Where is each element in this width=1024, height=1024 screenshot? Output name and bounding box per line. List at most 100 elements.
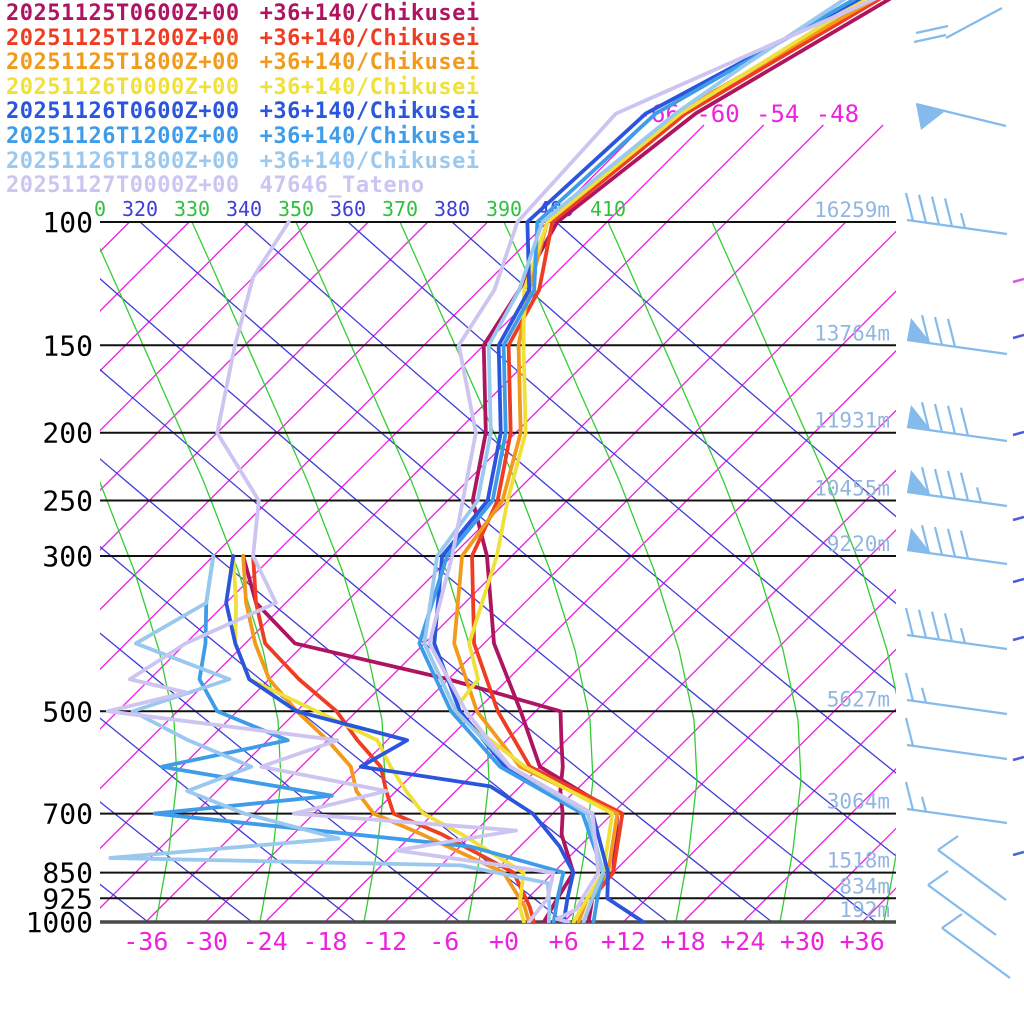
isotherm-line — [622, 648, 896, 923]
legend-entry: 20251126T0000Z+00 +36+140/Chikusei — [6, 74, 480, 101]
temperature-axis-label: +12 — [601, 927, 646, 956]
dry-adiabat-line — [100, 801, 253, 923]
temperature-axis-label: -12 — [362, 927, 407, 956]
legend-entry: 20251126T1800Z+00 +36+140/Chikusei — [6, 148, 480, 175]
sounding-curves — [105, 0, 892, 923]
theta-label: 350 — [278, 197, 314, 221]
dry-adiabat-line — [100, 368, 773, 923]
pressure-axis-label: 1000 — [26, 906, 93, 939]
isotherm-line — [742, 767, 896, 923]
isotherm-line — [100, 221, 190, 313]
wind-barb-icon — [941, 913, 1011, 979]
pressure-axis-label: 700 — [42, 798, 93, 831]
isotherm-line — [100, 124, 765, 790]
dry-adiabat-line — [451, 221, 896, 605]
legend-entry: 20251125T0600Z+00 +36+140/Chikusei — [6, 1, 480, 27]
legend-entry: 20251126T1200Z+00 +36+140/Chikusei — [6, 123, 480, 150]
temperature-axis-label: +18 — [661, 927, 706, 956]
theta-label: 340 — [226, 197, 262, 221]
clipped-barb-dash — [1012, 277, 1024, 284]
isotherm-line — [145, 221, 847, 923]
clipped-barb-dash — [1012, 850, 1024, 857]
legend-datetime: 20251125T1800Z+00 — [6, 50, 240, 76]
height-label: 192m — [839, 898, 890, 922]
wind-barb-icon — [904, 607, 1008, 651]
wind-barb-icon — [904, 781, 1008, 825]
dry-adiabat-line — [100, 277, 877, 923]
clipped-barb-dash — [1012, 333, 1024, 340]
isotherm-line — [100, 221, 309, 432]
pressure-axis-label: 850 — [42, 857, 93, 890]
wind-barb-icon — [913, 7, 1003, 44]
height-label: 1518m — [827, 849, 890, 873]
legend-datetime: 20251126T0000Z+00 — [6, 74, 240, 100]
isotherm-line — [100, 221, 369, 492]
isotherm-top-label: -54 — [756, 100, 799, 128]
wind-barb-icon — [906, 466, 1008, 508]
temperature-axis-label: +6 — [549, 927, 579, 956]
temperature-axis-label: +24 — [720, 927, 765, 956]
clipped-barb-dash — [1012, 515, 1024, 522]
isotherm-line — [384, 409, 896, 923]
wind-barb-icon — [906, 401, 1008, 443]
height-label: 10455m — [814, 477, 890, 501]
wind-barb-icon — [904, 192, 1008, 236]
pressure-axis-label: 300 — [42, 540, 93, 573]
legend-location: +36+140/Chikusei — [259, 1, 480, 26]
theta-label: 370 — [382, 197, 418, 221]
height-label: 16259m — [814, 198, 890, 222]
pressure-axis-label: 100 — [42, 206, 93, 239]
theta-labels: 310 320 330 340 350 360 370 380 390 400 410 — [94, 197, 626, 221]
temperature-axis-label: -36 — [123, 927, 168, 956]
isotherm-line — [100, 124, 645, 671]
legend-location: +36+140/Chikusei — [259, 50, 480, 76]
temperature-axis-label: +36 — [840, 927, 885, 956]
temperature-curve — [427, 0, 877, 923]
temperature-axis-label: -24 — [243, 927, 288, 956]
legend-datetime: 20251126T1800Z+00 — [6, 148, 240, 174]
dry-adiabat-line — [139, 221, 896, 857]
dewpoint-curve — [105, 220, 556, 923]
legend-datetime: 20251126T0600Z+00 — [6, 99, 240, 125]
dry-adiabat-line — [100, 632, 461, 923]
isotherm-line — [100, 221, 250, 372]
clipped-barb-dash — [1012, 755, 1024, 762]
legend-datetime: 20251125T1200Z+00 — [6, 25, 240, 51]
height-label: 13764m — [814, 321, 890, 345]
wind-barb-icon — [906, 524, 1008, 566]
legend-location: +36+140/Chikusei — [259, 25, 480, 51]
isotherm-line — [563, 588, 896, 923]
legend-datetime: 20251127T0000Z+00 — [6, 173, 240, 199]
temperature-axis-label: -30 — [183, 927, 228, 956]
pressure-axis-label: 250 — [42, 485, 93, 518]
wind-barb-icon — [927, 870, 997, 936]
wind-barb-icon — [904, 672, 1008, 716]
edge-dashes — [1012, 277, 1024, 857]
dry-adiabat-line — [555, 221, 896, 518]
legend-location: +36+140/Chikusei — [259, 74, 480, 100]
clipped-barb-dash — [1012, 635, 1024, 642]
theta-label: 380 — [434, 197, 470, 221]
wind-barb-icon — [906, 314, 1008, 356]
sounding-legend: 20251125T0600Z+00 +36+140/Chikusei 202511… — [6, 1, 480, 199]
theta-label: 360 — [330, 197, 366, 221]
legend-datetime: 20251126T1200Z+00 — [6, 123, 240, 149]
height-label: 9220m — [827, 532, 890, 556]
pressure-axis-label: 200 — [42, 417, 93, 450]
theta-label: 410 — [590, 197, 626, 221]
dry-adiabat-line — [347, 221, 896, 690]
legend-location: +36+140/Chikusei — [259, 148, 480, 174]
legend-location: +36+140/Chikusei — [259, 123, 480, 149]
isotherm-top-label: -48 — [816, 100, 859, 128]
isotherm-line — [682, 708, 896, 923]
isotherm-line — [324, 349, 896, 923]
legend-datetime: 20251125T0600Z+00 — [6, 1, 240, 26]
isotherm-line — [100, 124, 824, 850]
height-label: 3064m — [827, 790, 890, 814]
height-label: 11931m — [814, 409, 890, 433]
legend-entry: 20251125T1800Z+00 +36+140/Chikusei — [6, 50, 480, 76]
temperature-axis-label: -18 — [302, 927, 347, 956]
isotherm-line — [503, 529, 896, 923]
